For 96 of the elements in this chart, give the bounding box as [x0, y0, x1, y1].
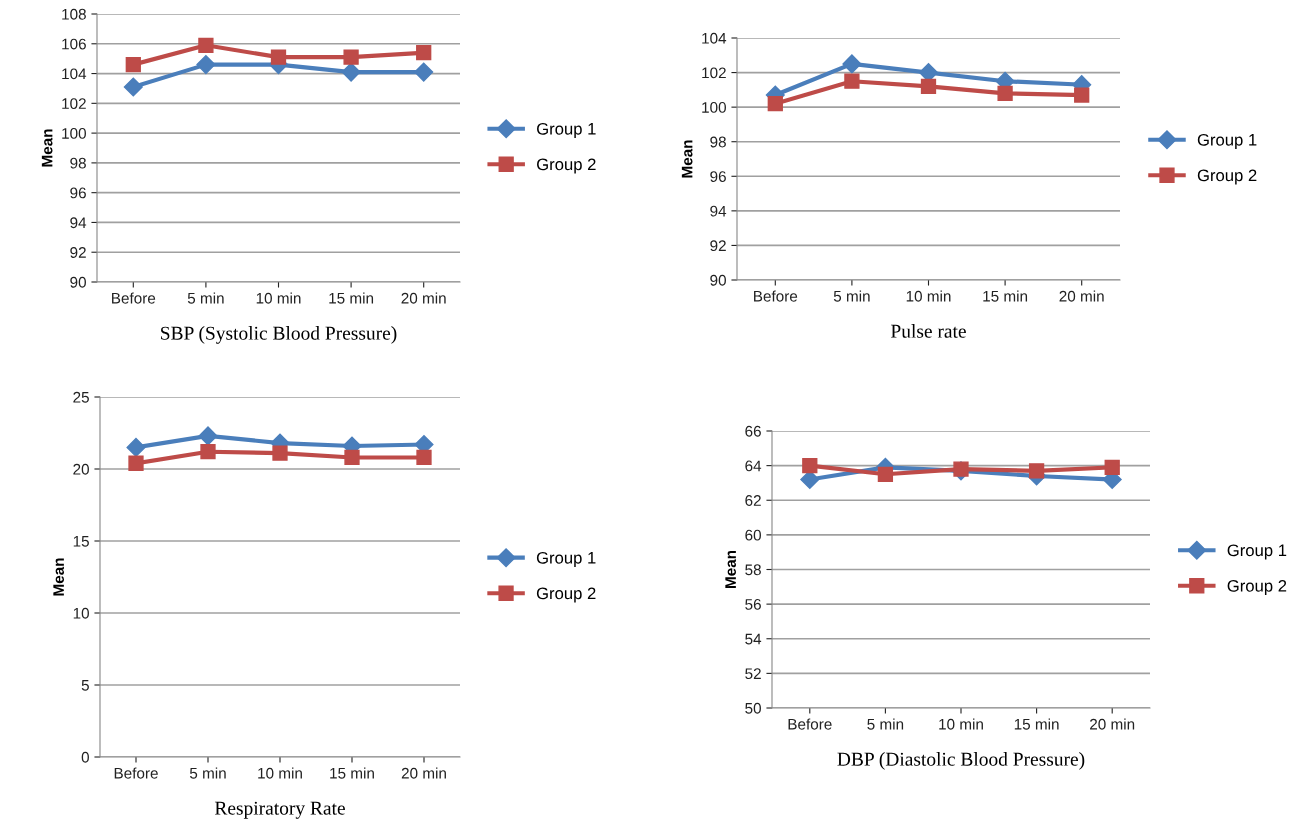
y-tick-label: 90	[70, 276, 86, 288]
legend-label: Group 1	[1197, 133, 1257, 149]
x-tick-label: 5 min	[187, 292, 224, 304]
y-tick-label: 100	[62, 127, 86, 139]
x-tick-label: 20 min	[401, 767, 446, 779]
x-tick-label: Before	[754, 290, 798, 302]
point	[270, 49, 287, 65]
y-axis-title: Mean	[41, 129, 53, 167]
legend-label: Group 2	[1227, 579, 1287, 596]
y-tick-label: 54	[745, 633, 762, 645]
point	[877, 466, 894, 482]
point	[123, 77, 143, 97]
point	[1028, 463, 1045, 479]
y-tick-label: 64	[745, 460, 762, 472]
y-tick-label: 104	[62, 68, 87, 80]
y-tick-label: 94	[70, 217, 87, 229]
x-tick-label: Before	[114, 767, 158, 779]
y-tick-label: 108	[62, 8, 86, 20]
point	[198, 426, 218, 446]
point	[920, 78, 937, 95]
point	[125, 56, 141, 73]
x-tick-label: 20 min	[1090, 718, 1135, 730]
point	[767, 96, 783, 112]
y-tick-label: 15	[73, 536, 89, 547]
point	[272, 445, 288, 461]
x-axis-title: SBP (Systolic Blood Pressure)	[161, 326, 397, 344]
y-axis-title: Mean	[725, 550, 737, 588]
legend-label: Group 2	[536, 587, 596, 603]
y-tick-label: 102	[702, 67, 726, 79]
y-tick-label: 52	[745, 668, 761, 680]
y-tick-label: 94	[710, 205, 727, 217]
x-tick-label: 15 min	[329, 292, 374, 304]
x-tick-label: 10 min	[939, 718, 983, 730]
y-tick-label: 56	[745, 598, 761, 610]
point	[196, 55, 216, 75]
y-tick-label: 102	[62, 98, 86, 110]
legend-label: Group 2	[537, 158, 596, 174]
x-tick-label: 15 min	[1014, 718, 1059, 730]
point	[416, 45, 432, 61]
y-tick-label: 104	[702, 32, 727, 44]
x-tick-label: 5 min	[189, 767, 226, 779]
x-tick-label: Before	[112, 292, 156, 304]
x-tick-label: Before	[788, 718, 832, 730]
point	[802, 457, 818, 474]
x-tick-label: 20 min	[401, 292, 446, 304]
x-axis-title: DBP (Diastolic Blood Pressure)	[837, 752, 1085, 770]
y-tick-label: 100	[702, 102, 726, 113]
legend-label: Group 1	[536, 551, 596, 567]
y-tick-label: 60	[745, 529, 761, 541]
point	[844, 73, 860, 89]
point	[1104, 459, 1120, 475]
point	[128, 455, 144, 471]
y-tick-label: 25	[73, 391, 89, 403]
x-axis-title: Pulse rate	[890, 324, 966, 338]
x-tick-label: 10 min	[258, 767, 302, 779]
point	[1074, 87, 1090, 103]
y-axis-title: Mean	[681, 140, 693, 178]
x-tick-label: 15 min	[330, 767, 374, 779]
y-tick-label: 20	[73, 463, 89, 475]
point	[414, 62, 434, 82]
y-tick-label: 106	[62, 38, 86, 50]
point	[200, 444, 216, 460]
point	[198, 37, 214, 53]
y-tick-label: 66	[745, 425, 761, 437]
y-tick-label: 62	[745, 495, 761, 506]
point	[126, 437, 146, 457]
point	[953, 461, 969, 477]
y-tick-label: 50	[745, 702, 761, 714]
y-tick-label: 0	[81, 751, 89, 763]
y-tick-label: 92	[70, 247, 86, 258]
y-tick-label: 98	[70, 157, 86, 169]
y-tick-label: 10	[73, 607, 89, 619]
point	[341, 62, 361, 82]
x-tick-label: 10 min	[906, 290, 951, 302]
x-tick-label: 10 min	[256, 292, 301, 304]
y-tick-label: 98	[710, 136, 726, 148]
legend-label: Group 1	[1227, 544, 1287, 560]
point	[997, 85, 1013, 101]
y-tick-label: 90	[710, 274, 726, 286]
y-tick-label: 96	[710, 171, 726, 182]
x-tick-label: 5 min	[833, 290, 870, 302]
point	[416, 449, 432, 466]
point	[842, 54, 862, 74]
y-tick-label: 5	[81, 680, 89, 691]
x-axis-title: Respiratory Rate	[214, 801, 345, 819]
y-tick-label: 96	[70, 187, 86, 199]
point	[343, 49, 359, 65]
y-tick-label: 92	[710, 240, 726, 252]
x-tick-label: 5 min	[867, 718, 904, 730]
legend-label: Group 1	[537, 122, 596, 138]
x-tick-label: 15 min	[983, 290, 1028, 302]
y-tick-label: 58	[745, 564, 761, 576]
legend-label: Group 2	[1197, 169, 1257, 185]
y-axis-title: Mean	[53, 558, 65, 596]
x-tick-label: 20 min	[1059, 290, 1104, 302]
point	[344, 449, 360, 466]
